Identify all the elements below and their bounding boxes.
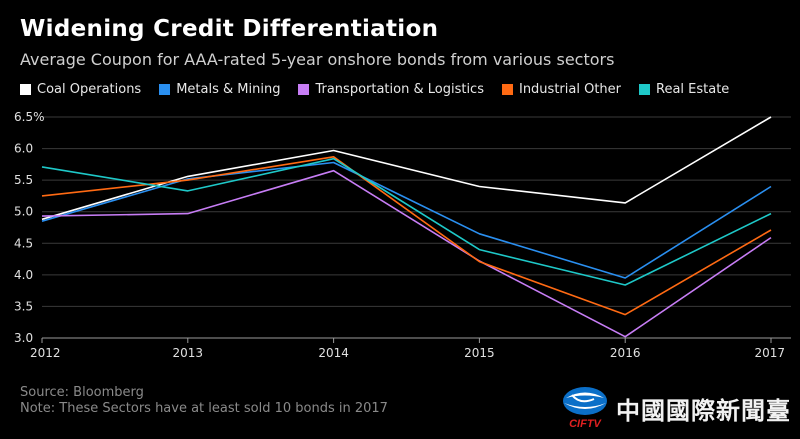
x-tick-label: 2012 bbox=[30, 346, 61, 360]
legend-label-metals-mining: Metals & Mining bbox=[176, 82, 281, 97]
legend-item-coal-operations: Coal Operations bbox=[20, 82, 141, 97]
legend-item-metals-mining: Metals & Mining bbox=[159, 82, 280, 97]
x-tick-label: 2014 bbox=[318, 346, 349, 360]
legend-swatch-coal-operations bbox=[20, 84, 31, 95]
legend-swatch-transportation-logistics bbox=[298, 84, 310, 95]
series-line-industrial-other bbox=[41, 156, 772, 316]
y-tick-label: 3.5 bbox=[14, 299, 33, 313]
legend-label-industrial-other: Industrial Other bbox=[518, 82, 621, 97]
chart-legend: Coal Operations Metals & Mining Transpor… bbox=[20, 82, 747, 97]
footnote: Note: These Sectors have at least sold 1… bbox=[20, 401, 388, 416]
y-tick-label: 6.5% bbox=[14, 110, 45, 124]
legend-swatch-real-estate bbox=[639, 84, 650, 95]
chart-title: Widening Credit Differentiation bbox=[20, 16, 439, 42]
y-tick-label: 6.0 bbox=[14, 142, 33, 156]
legend-label-transportation-logistics: Transportation & Logistics bbox=[315, 82, 484, 97]
series-line-transportation-logistics bbox=[41, 169, 772, 338]
x-tick-label: 2017 bbox=[754, 346, 785, 360]
series-line-real-estate bbox=[41, 157, 772, 286]
legend-item-transportation-logistics: Transportation & Logistics bbox=[298, 82, 484, 97]
y-tick-label: 5.5 bbox=[14, 173, 33, 187]
y-tick-label: 4.5 bbox=[14, 236, 33, 250]
globe-logo-icon: CIFTV bbox=[560, 385, 610, 431]
legend-item-real-estate: Real Estate bbox=[639, 82, 729, 97]
series-line-coal-operations bbox=[41, 116, 772, 221]
y-tick-label: 3.0 bbox=[14, 331, 33, 345]
logo-wordmark: CIFTV bbox=[569, 418, 602, 430]
x-tick-label: 2015 bbox=[464, 346, 495, 360]
source-note: Source: Bloomberg bbox=[20, 385, 144, 400]
chart-subtitle: Average Coupon for AAA-rated 5-year onsh… bbox=[20, 50, 615, 69]
series-line-metals-mining bbox=[41, 161, 772, 279]
y-tick-label: 5.0 bbox=[14, 205, 33, 219]
y-tick-label: 4.0 bbox=[14, 268, 33, 282]
legend-swatch-industrial-other bbox=[501, 84, 513, 95]
legend-label-coal-operations: Coal Operations bbox=[37, 82, 142, 97]
cgtv-logo: CIFTV 中國國際新聞臺 bbox=[560, 385, 791, 431]
legend-label-real-estate: Real Estate bbox=[656, 82, 730, 97]
x-tick-label: 2013 bbox=[173, 346, 204, 360]
legend-item-industrial-other: Industrial Other bbox=[501, 82, 621, 97]
brand-text: 中國國際新聞臺 bbox=[616, 396, 791, 425]
legend-swatch-metals-mining bbox=[159, 84, 171, 95]
x-tick-label: 2016 bbox=[610, 346, 641, 360]
